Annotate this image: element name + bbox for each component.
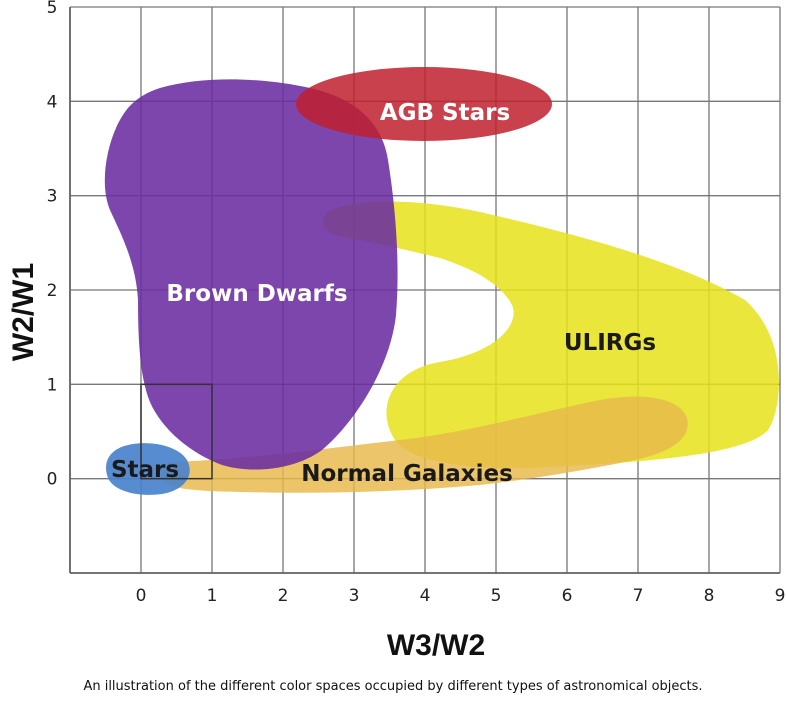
x-tick-label: 5 (491, 586, 502, 606)
label-stars: Stars (111, 457, 179, 483)
region-stars (106, 443, 190, 495)
y-tick-label: 4 (47, 92, 58, 112)
x-tick-label: 9 (775, 586, 786, 606)
region-brown-dwarfs (104, 79, 398, 470)
x-tick-label: 1 (207, 586, 218, 606)
x-tick-label: 7 (633, 586, 644, 606)
label-brown-dwarfs: Brown Dwarfs (166, 281, 347, 307)
x-axis-title: W3/W2 (387, 629, 485, 662)
x-tick-label: 8 (704, 586, 715, 606)
y-tick-label: 3 (47, 187, 58, 207)
x-tick-label: 6 (562, 586, 573, 606)
regions (104, 67, 779, 495)
tick-labels: 0 1 2 3 4 5 6 7 8 9 0 1 2 3 4 5 (47, 0, 786, 606)
figure-caption: An illustration of the different color s… (83, 679, 703, 694)
x-tick-label: 0 (136, 586, 147, 606)
y-axis-title: W2/W1 (7, 263, 40, 361)
y-tick-label: 1 (47, 375, 58, 395)
label-ulirgs: ULIRGs (564, 330, 656, 356)
y-tick-label: 2 (47, 281, 58, 301)
x-tick-label: 3 (349, 586, 360, 606)
label-normal-galaxies: Normal Galaxies (301, 461, 513, 487)
x-tick-label: 4 (420, 586, 431, 606)
label-agb-stars: AGB Stars (380, 100, 510, 126)
y-tick-label: 0 (47, 470, 58, 490)
region-labels: AGB Stars ULIRGs Normal Galaxies Brown D… (111, 100, 656, 487)
region-normal-galaxies (160, 396, 688, 493)
y-tick-label: 5 (47, 0, 58, 18)
x-tick-label: 2 (278, 586, 289, 606)
zoom-box (140, 383, 213, 480)
region-agb-stars (296, 67, 552, 141)
